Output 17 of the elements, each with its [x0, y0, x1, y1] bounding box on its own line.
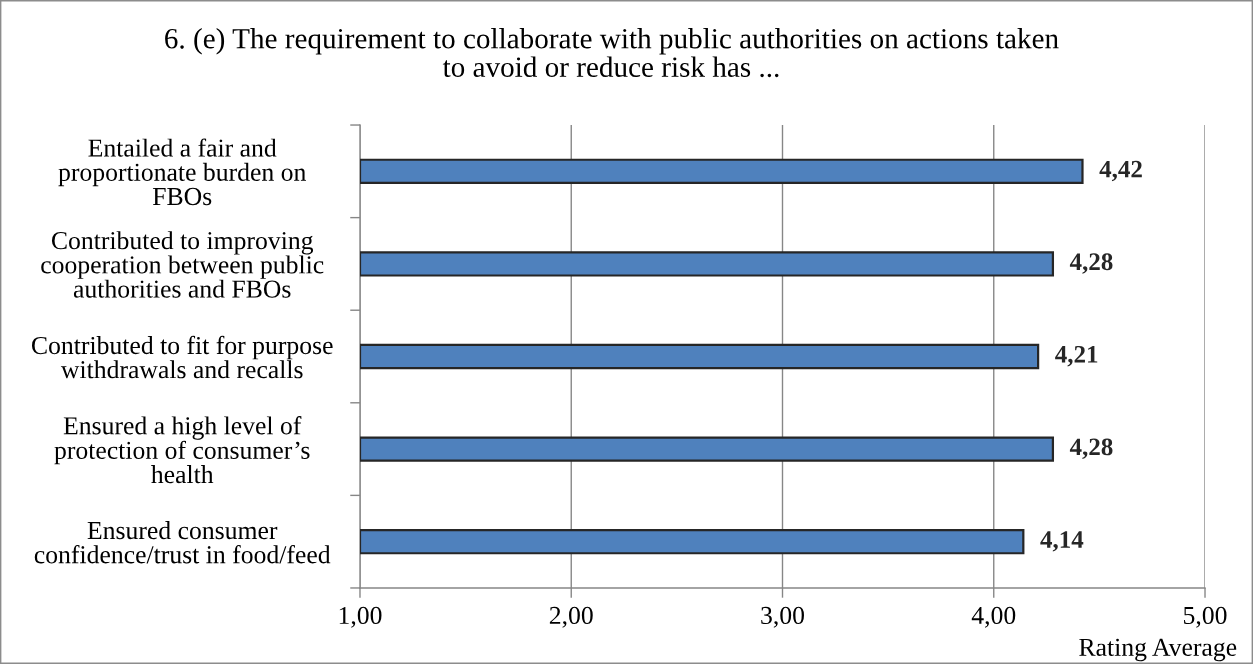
data-label: 4,14	[1040, 531, 1084, 552]
x-axis-title: Rating Average	[1079, 638, 1237, 662]
chart-title: 6. (e) The requirement to collaborate with public authorities on actions taken to avoid or reduce risk has ...	[165, 28, 1059, 78]
x-tick-label: 4,00	[971, 606, 1016, 628]
x-tick-label: 1,00	[339, 606, 382, 628]
x-tick-label: 2,00	[549, 606, 593, 628]
y-tick-label: Contributed to improving cooperation between public authorities and FBOs	[41, 231, 324, 298]
data-label: 4,28	[1069, 438, 1113, 459]
y-tick-label: Contributed to fit for purpose withdrawals and recalls	[31, 335, 333, 379]
y-tick-label: Ensured a high level of protection of consumer’s health	[54, 416, 310, 484]
data-label: 4,28	[1069, 253, 1113, 274]
data-label: 4,42	[1099, 160, 1142, 182]
data-label: 4,21	[1055, 345, 1098, 367]
y-tick-label: Ensured consumer confidence/trust in food/feed	[34, 521, 331, 564]
y-tick-label: Entailed a fair and proportionate burden on FBOs	[58, 138, 306, 206]
x-tick-label: 5,00	[1184, 606, 1227, 628]
x-tick-label: 3,00	[761, 606, 804, 628]
